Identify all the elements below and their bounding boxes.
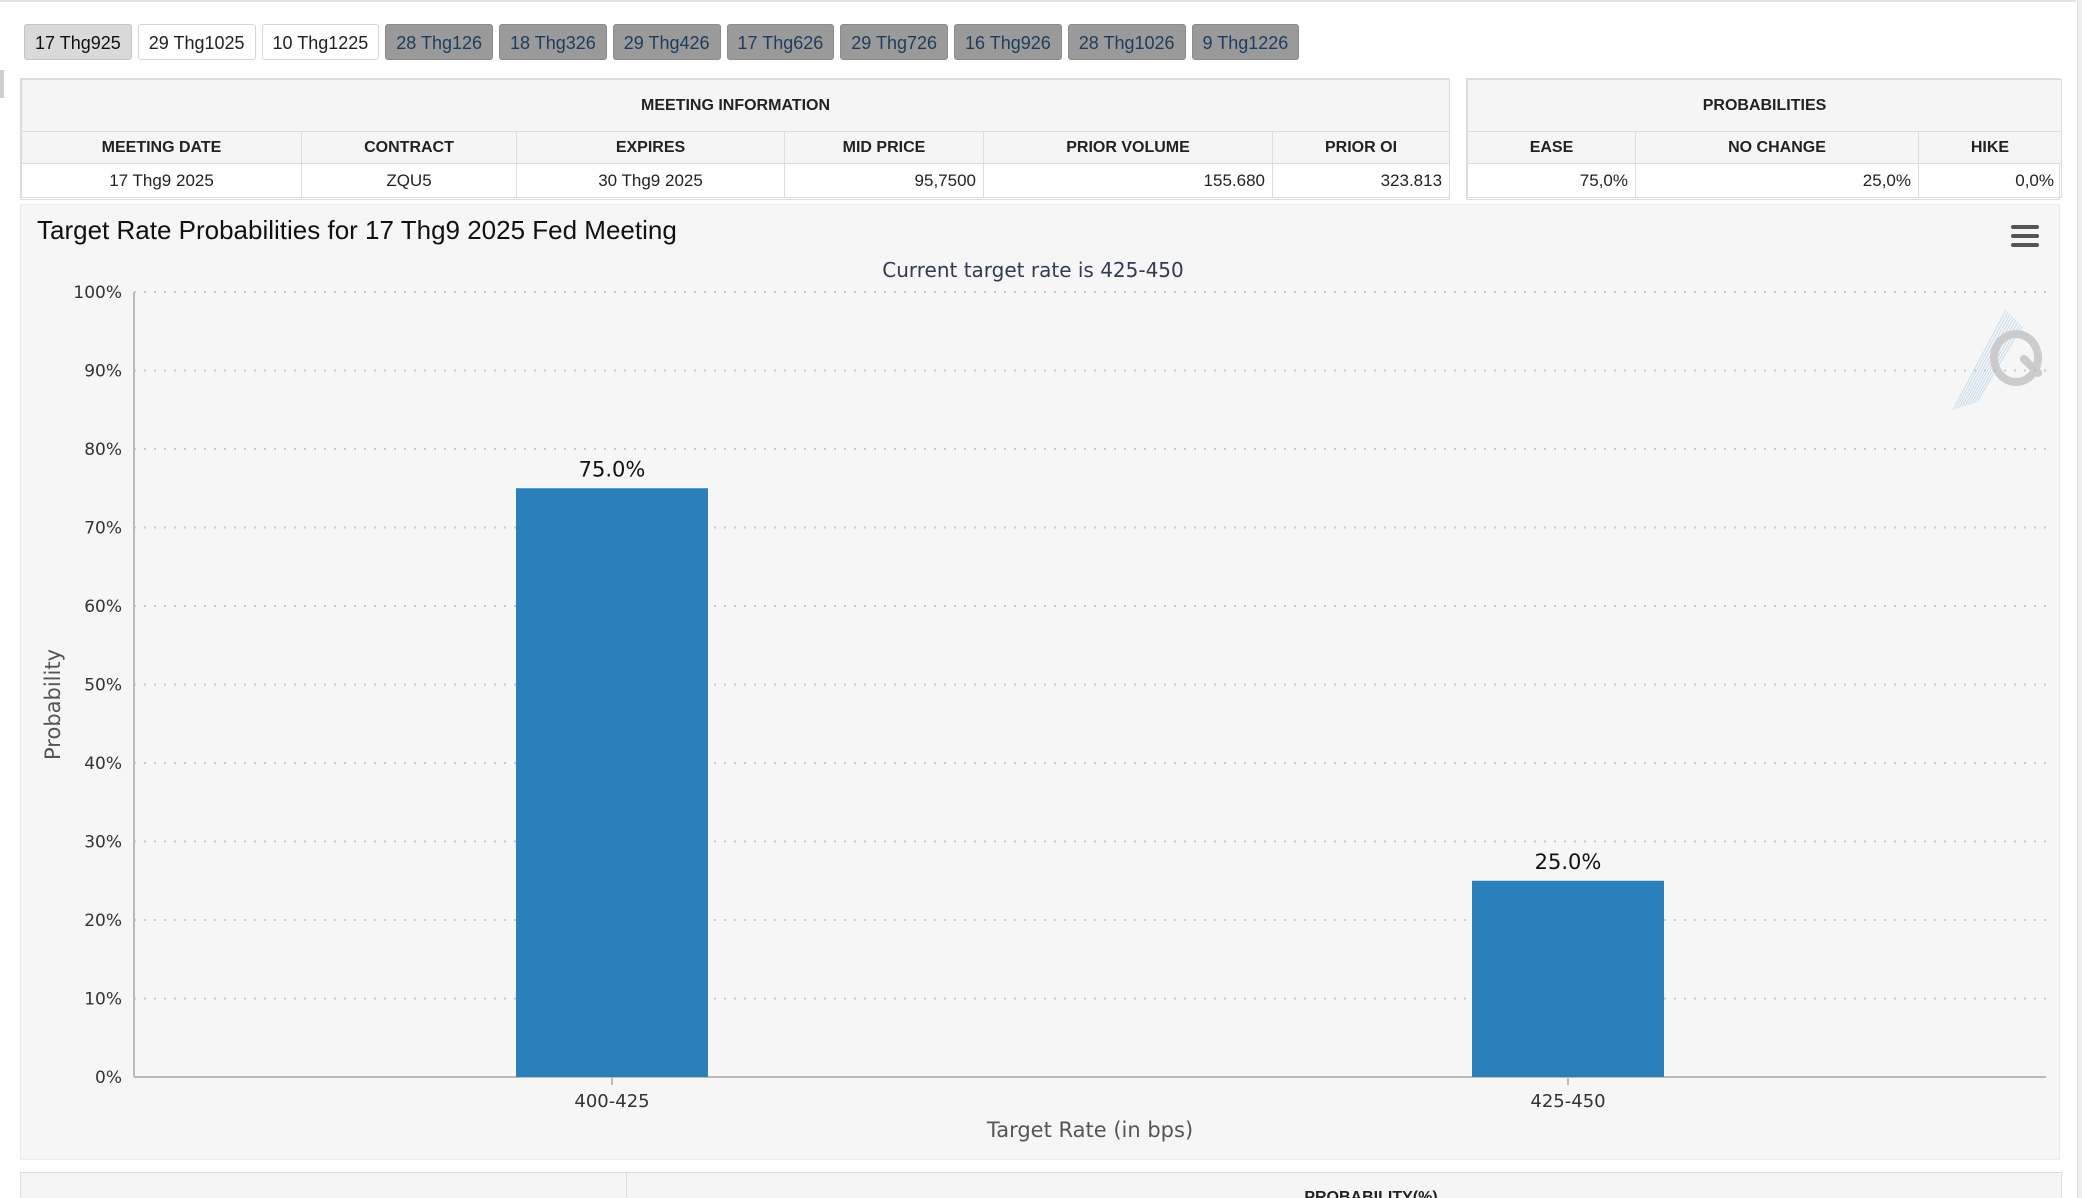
table-cell: 75,0% — [1467, 163, 1636, 198]
hamburger-menu-icon[interactable] — [2011, 225, 2039, 249]
table-row: 75,0% 25,0% 0,0% — [1467, 163, 2062, 198]
tab-meeting-date[interactable]: 29 Thg1025 — [137, 24, 256, 60]
column-header: MEETING DATE — [21, 131, 302, 164]
y-tick-label: 100% — [73, 283, 122, 303]
chart-subtitle: Current target rate is 425-450 — [882, 258, 1184, 282]
column-header: PRIOR OI — [1271, 131, 1451, 164]
table-cell: 323.813 — [1271, 163, 1451, 198]
table-cell: 30 Thg9 2025 — [516, 163, 785, 198]
tab-meeting-date[interactable]: 16 Thg926 — [954, 24, 1062, 60]
table-cell: ZQU5 — [301, 163, 517, 198]
probabilities-heading: PROBABILITIES — [1467, 79, 2062, 132]
bar-data-label: 25.0% — [1535, 850, 1602, 874]
meeting-information-table: MEETING INFORMATION MEETING DATE CONTRACT… — [20, 79, 1451, 198]
column-header: EASE — [1467, 131, 1636, 164]
table-cell: 0,0% — [1918, 163, 2062, 198]
tab-meeting-date[interactable]: 28 Thg126 — [385, 24, 494, 60]
target-rate-chart: Target Rate Probabilities for 17 Thg9 20… — [20, 204, 2060, 1160]
table-cell: 95,7500 — [784, 163, 984, 198]
column-header: CONTRACT — [301, 131, 517, 164]
y-tick-label: 10% — [84, 990, 122, 1010]
y-tick-label: 90% — [84, 362, 122, 382]
y-tick-label: 60% — [84, 597, 122, 617]
tab-meeting-date[interactable]: 28 Thg1026 — [1067, 24, 1186, 60]
y-tick-label: 40% — [84, 754, 122, 774]
y-tick-label: 80% — [84, 440, 122, 460]
meeting-information-heading: MEETING INFORMATION — [20, 79, 1451, 132]
table-cell: 25,0% — [1635, 163, 1919, 198]
chart-bar — [1472, 880, 1664, 1077]
column-header: MID PRICE — [784, 131, 984, 164]
tab-meeting-date[interactable]: 29 Thg426 — [612, 24, 721, 60]
y-tick-label: 30% — [84, 833, 122, 853]
column-header: PRIOR VOLUME — [983, 131, 1273, 164]
quikstrike-q-logo-icon — [1952, 309, 2043, 411]
y-tick-label: 70% — [84, 519, 122, 539]
tab-meeting-date[interactable]: 18 Thg326 — [499, 24, 607, 60]
column-header: HIKE — [1918, 131, 2062, 164]
y-tick-label: 20% — [84, 911, 122, 931]
x-axis-title: Target Rate (in bps) — [986, 1118, 1193, 1142]
probability-table-header: PROBABILITY(%) — [20, 1172, 2062, 1198]
column-header: NO CHANGE — [1635, 131, 1919, 164]
meeting-information-panel: MEETING INFORMATION MEETING DATE CONTRACT… — [20, 78, 1451, 200]
y-axis-title: Probability — [41, 649, 65, 760]
tab-meeting-date[interactable]: 9 Thg1226 — [1191, 24, 1300, 60]
table-cell: 17 Thg9 2025 — [21, 163, 302, 198]
tab-meeting-date[interactable]: 17 Thg626 — [726, 24, 835, 60]
probabilities-panel: PROBABILITIES EASE NO CHANGE HIKE 75,0% 25,… — [1466, 78, 2062, 200]
chart-bar — [516, 488, 708, 1077]
x-tick-label: 425-450 — [1530, 1091, 1605, 1112]
probability-heading: PROBABILITY(%) — [1304, 1189, 1438, 1198]
y-tick-label: 0% — [95, 1068, 122, 1088]
column-header: EXPIRES — [516, 131, 785, 164]
tab-meeting-date[interactable]: 10 Thg1225 — [261, 24, 380, 60]
y-tick-label: 50% — [84, 676, 122, 696]
bar-data-label: 75.0% — [579, 457, 646, 481]
page-scrollbar[interactable] — [2077, 0, 2082, 1198]
x-tick-label: 400-425 — [574, 1091, 649, 1112]
probabilities-table: PROBABILITIES EASE NO CHANGE HIKE 75,0% 25,… — [1467, 79, 2062, 198]
left-edge-handle[interactable] — [0, 70, 4, 98]
top-divider — [0, 0, 2076, 2]
tab-meeting-date[interactable]: 29 Thg726 — [840, 24, 949, 60]
tab-meeting-date[interactable]: 17 Thg925 — [24, 24, 132, 60]
table-cell: 155.680 — [983, 163, 1273, 198]
chart-plot-area: Current target rate is 425-450 0% 10% 20% 30… — [41, 258, 2046, 1142]
column-divider — [626, 1173, 627, 1198]
chart-title: Target Rate Probabilities for 17 Thg9 20… — [37, 215, 677, 245]
meeting-date-tabs: 17 Thg925 29 Thg1025 10 Thg1225 28 Thg126 18… — [24, 24, 1300, 60]
table-row: 17 Thg9 2025 ZQU5 30 Thg9 2025 95,7500 155.6… — [21, 163, 1451, 198]
